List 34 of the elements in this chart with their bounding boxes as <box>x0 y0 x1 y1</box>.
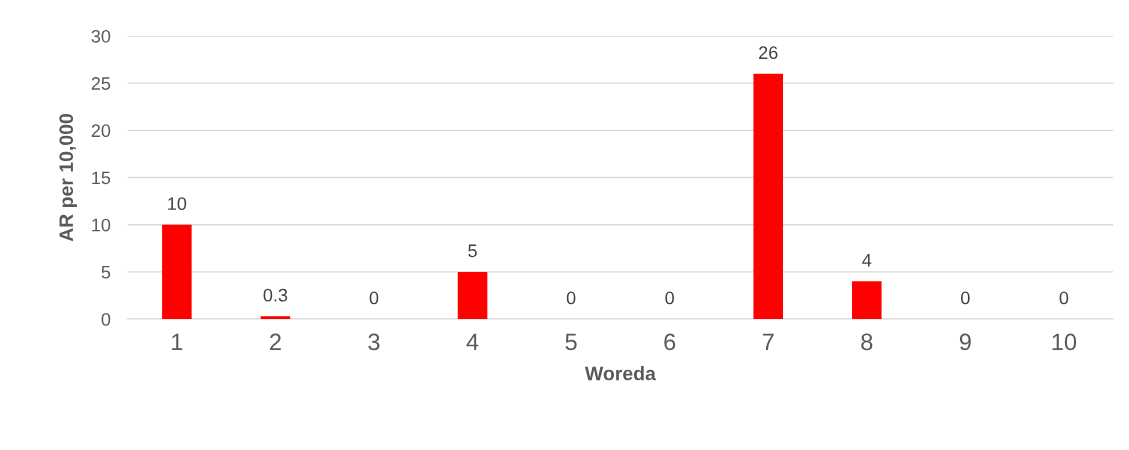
y-tick-label: 25 <box>91 77 111 90</box>
x-tick-label: 10 <box>1052 333 1077 351</box>
bar <box>162 224 192 320</box>
x-tick-label: 6 <box>664 333 676 351</box>
x-tick-label: 9 <box>959 333 971 351</box>
data-label: 0.3 <box>263 288 288 302</box>
data-label: 0 <box>665 291 674 305</box>
data-label: 10 <box>168 197 187 211</box>
y-tick-label: 0 <box>101 312 111 326</box>
data-label: 4 <box>862 254 872 267</box>
x-axis-title: Woreda <box>584 366 656 381</box>
x-tick-label: 8 <box>861 333 873 351</box>
x-tick-label: 1 <box>172 333 183 351</box>
data-label: 5 <box>468 244 477 258</box>
x-tick-label: 4 <box>466 333 479 351</box>
bar <box>753 73 784 320</box>
bar <box>260 316 291 320</box>
y-axis-title: AR per 10,000 <box>59 114 77 242</box>
y-tick-label: 10 <box>92 218 111 232</box>
x-tick-label: 2 <box>270 333 281 351</box>
x-tick-label: 7 <box>762 333 774 351</box>
y-tick-label: 20 <box>91 124 111 138</box>
data-label: 0 <box>1059 291 1069 305</box>
data-label: 0 <box>369 291 379 305</box>
data-label: 0 <box>961 291 970 305</box>
y-tick-label: 15 <box>92 171 111 185</box>
data-label: 26 <box>759 46 778 60</box>
x-tick-label: 3 <box>368 333 380 351</box>
y-tick-label: 5 <box>101 266 111 279</box>
y-tick-label: 30 <box>91 29 111 43</box>
data-label: 0 <box>566 291 576 305</box>
bar <box>457 271 488 320</box>
bar <box>852 281 882 320</box>
x-tick-label: 5 <box>565 333 577 351</box>
